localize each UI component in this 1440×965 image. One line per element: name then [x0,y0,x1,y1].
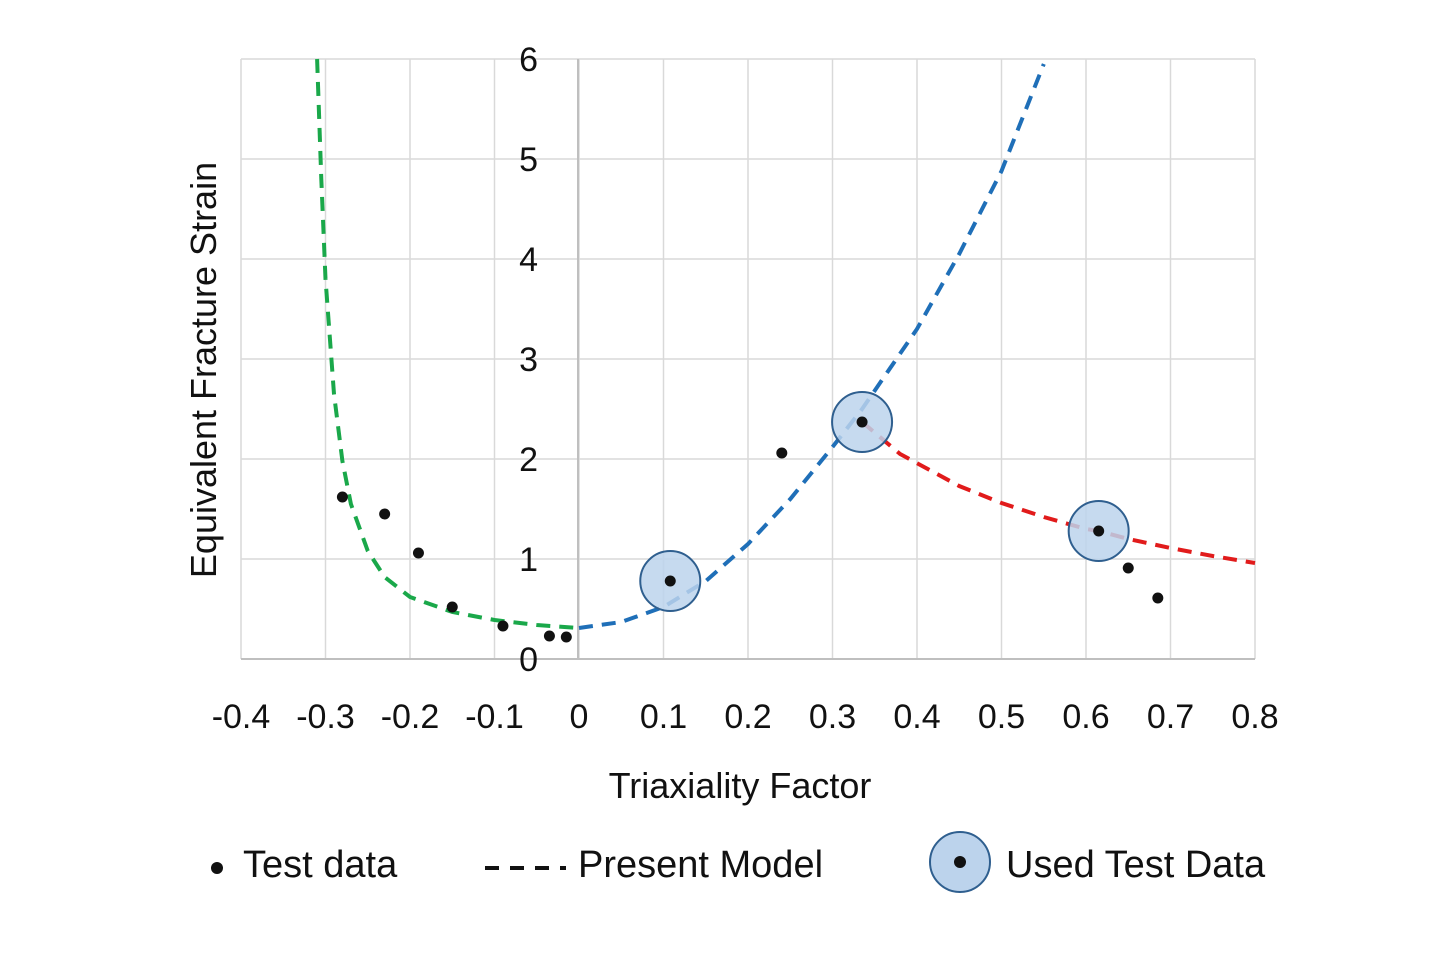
test-data-point [776,447,788,459]
model-curve-tension [860,420,1256,565]
y-tick-label: 1 [519,541,538,579]
y-tick-label: 3 [519,341,538,379]
test-data-point [379,508,391,520]
test-data-point [446,601,458,613]
x-tick-label: 0.2 [724,698,771,736]
test-data-points [336,447,1164,643]
x-tick-label: -0.4 [212,698,271,736]
tick-labels: -0.4 -0.3 -0.2 -0.1 0 0.1 0.2 0.3 0.4 0.5 0.6 0.7 0.… [212,41,1279,736]
y-tick-label: 2 [519,441,538,479]
x-tick-label: -0.1 [465,698,524,736]
x-tick-label: 0.4 [893,698,940,736]
x-tick-label: 0.8 [1231,698,1278,736]
test-data-point [560,631,572,643]
y-tick-label: 4 [519,241,538,279]
legend-present-model-label: Present Model [578,844,823,886]
model-curve-shear [578,63,1046,630]
y-axis-title: Equivalent Fracture Strain [183,162,224,578]
test-data-point [1152,592,1164,604]
x-tick-label: 0.7 [1147,698,1194,736]
grid [240,58,1256,660]
legend: Test data Present Model Used Test Data [211,831,1266,893]
y-tick-label: 5 [519,141,538,179]
used-test-data-point [664,575,676,587]
axes [241,59,1255,660]
test-data-point [412,547,424,559]
test-data-point [543,630,555,642]
legend-test-data-label: Test data [243,844,398,886]
x-tick-label: 0.3 [809,698,856,736]
used-test-data-markers [639,391,1130,612]
x-tick-label: -0.3 [296,698,355,736]
legend-used-test-data-label: Used Test Data [1006,844,1266,886]
test-data-point [1122,562,1134,574]
x-tick-label: 0.1 [640,698,687,736]
test-data-point [497,620,509,632]
model-curve-compression [315,58,580,630]
test-data-point [336,491,348,503]
y-tick-label: 0 [519,641,538,679]
x-tick-label: 0.5 [978,698,1025,736]
x-tick-label: 0.6 [1062,698,1109,736]
x-tick-label: -0.2 [381,698,440,736]
legend-used-test-data-dot [954,856,966,868]
legend-test-data-marker [211,862,223,874]
used-test-data-point [1093,525,1105,537]
x-tick-label: 0 [570,698,589,736]
model-curves [315,58,1256,630]
used-test-data-point [856,416,868,428]
x-axis-title: Triaxiality Factor [609,765,872,806]
y-tick-label: 6 [519,41,538,79]
